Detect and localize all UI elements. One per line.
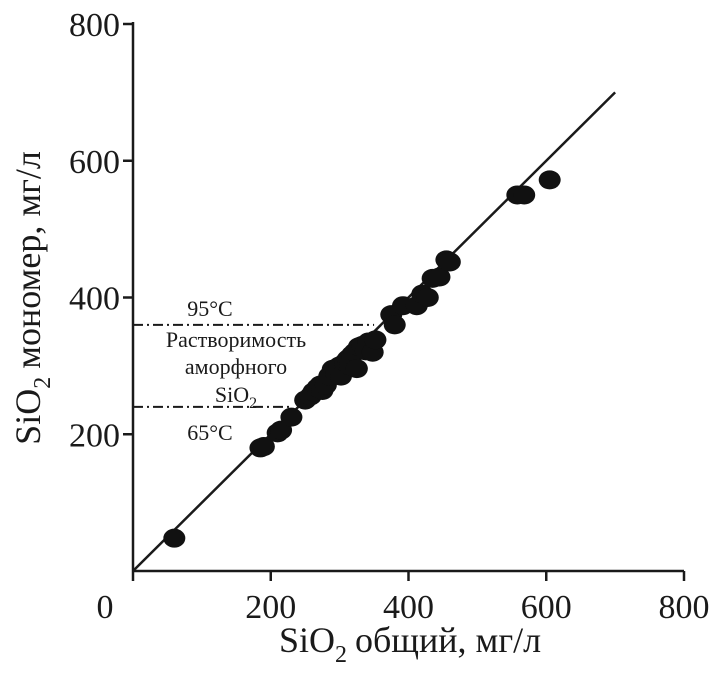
data-point-42: [538, 170, 561, 190]
data-point-23: [345, 359, 368, 379]
annotation-line-3: SiO2: [215, 382, 257, 412]
x-axis-title: SiO2 общий, мг/л: [279, 620, 541, 668]
data-point-37: [428, 267, 451, 287]
x-tick-label-600: 600: [521, 589, 572, 626]
data-point-31: [383, 315, 406, 335]
y-tick-label-400: 400: [69, 281, 120, 318]
label-95c: 95°C: [187, 296, 232, 321]
label-65c: 65°C: [187, 420, 232, 445]
solubility-lines: [133, 323, 375, 408]
y-tick-label-800: 800: [69, 7, 120, 44]
y-tick-label-200: 200: [69, 417, 120, 454]
x-tick-label-0: 0: [97, 589, 114, 626]
data-point-35: [416, 288, 439, 307]
data-point-29: [364, 330, 387, 350]
data-point-41: [513, 185, 536, 205]
x-tick-label-400: 400: [383, 589, 434, 626]
data-points: [163, 170, 561, 548]
x-tick-label-200: 200: [245, 589, 296, 626]
x-tick-label-800: 800: [659, 589, 710, 626]
data-point-0: [163, 528, 186, 548]
annotation-line-1: Растворимость: [166, 327, 306, 352]
y-axis-title: SiO2мономер, мг/л: [8, 151, 56, 445]
data-point-39: [438, 252, 461, 272]
y-tick-label-600: 600: [69, 144, 120, 181]
tick-labels: 0 200 400 600 800 200 400 600 800: [69, 7, 710, 626]
axes: [123, 22, 686, 581]
data-point-2: [252, 437, 275, 457]
data-point-5: [280, 407, 303, 427]
annotation-line-2: аморфного: [185, 354, 287, 379]
